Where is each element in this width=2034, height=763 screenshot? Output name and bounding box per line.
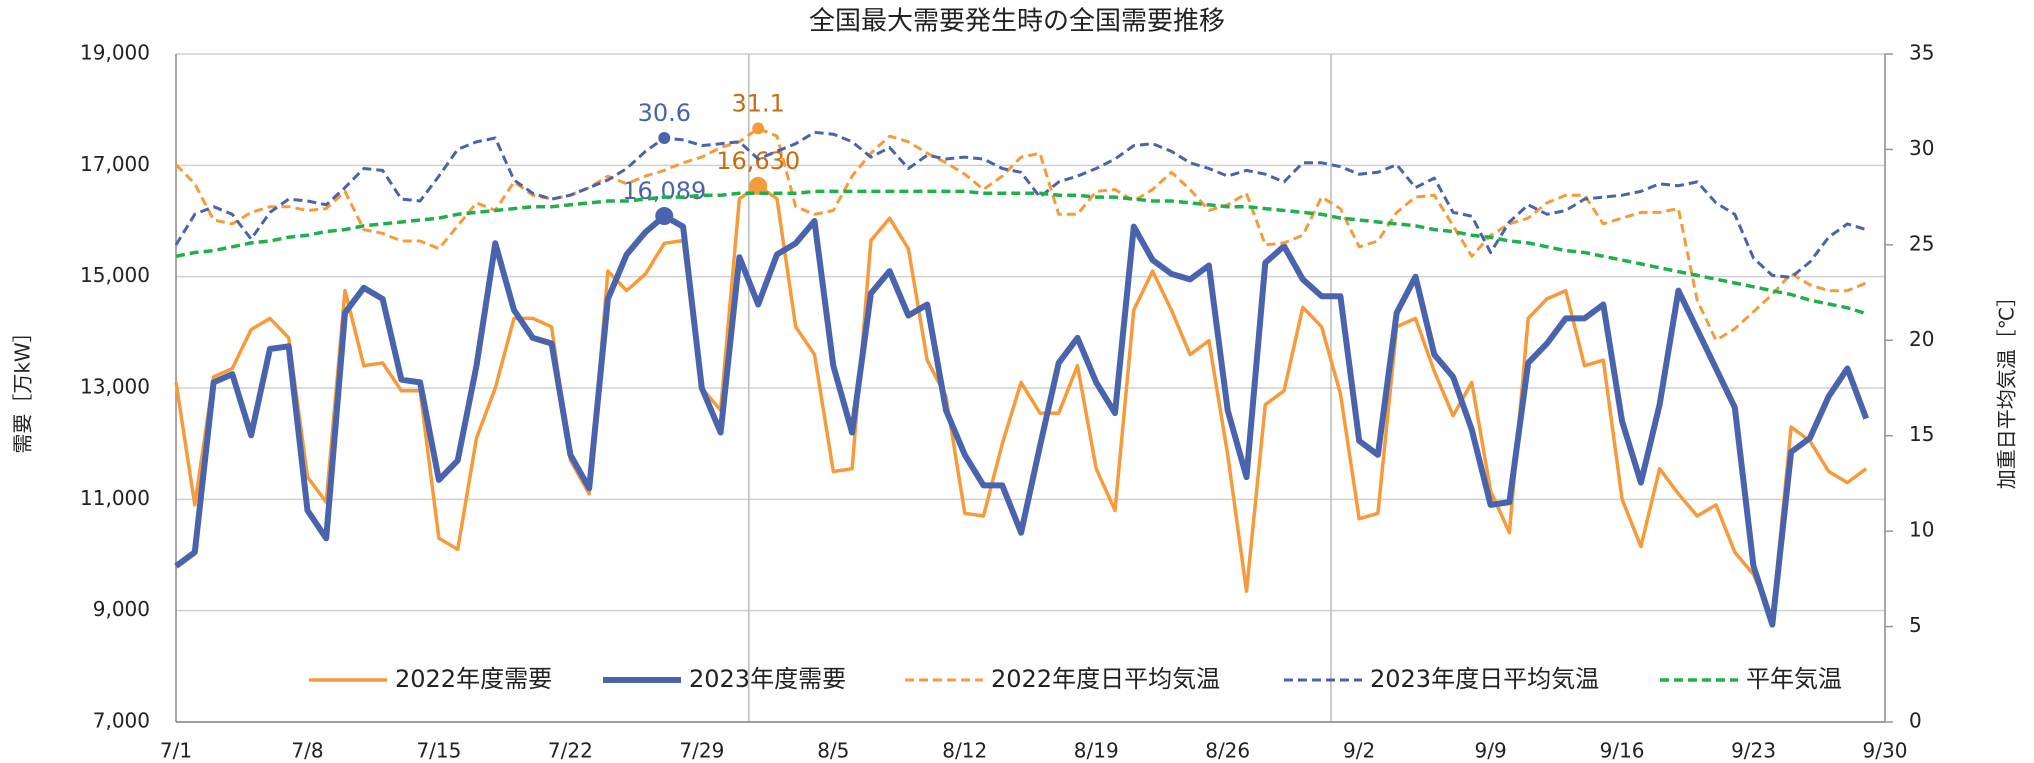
y-tick-label: 13,000 — [80, 375, 150, 399]
y2-tick-label: 35 — [1909, 41, 1934, 65]
x-tick-label: 7/22 — [548, 739, 593, 763]
highlight-point — [655, 207, 674, 226]
legend-label: 2023年度日平均気温 — [1370, 665, 1599, 693]
data-label: 31.1 — [731, 89, 784, 117]
chart-title: 全国最大需要発生時の全国需要推移 — [809, 7, 1225, 37]
y-axis-title: 需要［万kW］ — [11, 322, 35, 453]
y2-tick-label: 10 — [1909, 518, 1934, 542]
x-tick-label: 9/23 — [1731, 739, 1776, 763]
x-tick-label: 7/8 — [291, 739, 323, 763]
y-tick-label: 19,000 — [80, 41, 150, 65]
series-line — [174, 213, 1870, 628]
data-label: 16,630 — [716, 147, 800, 175]
x-tick-label: 9/30 — [1863, 739, 1908, 763]
y-tick-label: 17,000 — [80, 152, 150, 176]
y2-axis-title: 加重日平均気温［℃］ — [1995, 287, 2019, 489]
highlight-point — [749, 176, 768, 195]
y2-tick-label: 0 — [1909, 709, 1922, 733]
x-tick-label: 9/9 — [1475, 739, 1507, 763]
x-tick-label: 9/2 — [1343, 739, 1375, 763]
series-line — [175, 189, 1867, 316]
data-label: 30.6 — [638, 99, 691, 127]
y-tick-label: 11,000 — [80, 486, 150, 510]
x-tick-label: 9/16 — [1600, 739, 1645, 763]
x-tick-label: 7/29 — [679, 739, 724, 763]
legend-label: 2022年度日平均気温 — [991, 665, 1220, 693]
x-tick-label: 8/26 — [1205, 739, 1250, 763]
y2-tick-label: 15 — [1909, 422, 1934, 446]
x-tick-label: 8/5 — [817, 739, 849, 763]
series-line — [174, 126, 1867, 342]
x-tick-label: 7/15 — [416, 739, 461, 763]
y2-tick-label: 5 — [1909, 613, 1922, 637]
y2-tick-label: 20 — [1909, 327, 1934, 351]
legend-label: 2023年度需要 — [689, 665, 846, 693]
x-tick-label: 7/1 — [160, 739, 192, 763]
x-tick-label: 8/19 — [1074, 739, 1119, 763]
series-line — [174, 130, 1867, 279]
y2-tick-label: 30 — [1909, 136, 1934, 160]
legend-label: 2022年度需要 — [395, 665, 552, 693]
x-tick-label: 8/12 — [942, 739, 987, 763]
highlight-point — [658, 131, 671, 144]
highlight-point — [752, 122, 765, 135]
legend-label: 平年気温 — [1746, 665, 1842, 693]
series-line — [174, 184, 1868, 621]
y-tick-label: 9,000 — [93, 597, 150, 621]
y-tick-label: 15,000 — [80, 263, 150, 287]
y2-tick-label: 25 — [1909, 231, 1934, 255]
y-tick-label: 7,000 — [93, 709, 150, 733]
